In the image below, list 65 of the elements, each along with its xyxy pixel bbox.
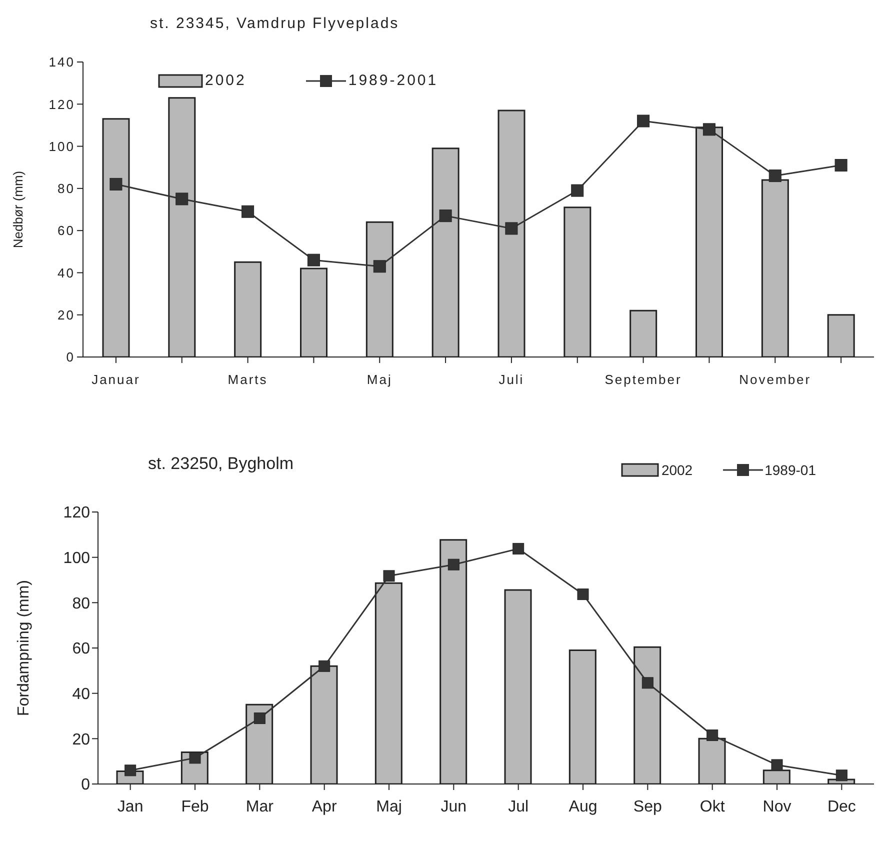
point: [254, 712, 266, 724]
point: [836, 770, 848, 782]
x-tick-label: Jul: [508, 798, 529, 816]
point: [189, 752, 201, 764]
x-tick-label: Jan: [117, 798, 144, 816]
point: [706, 730, 718, 742]
y-tick-label: 100: [63, 550, 90, 568]
point: [383, 570, 395, 582]
x-tick-label: Juli: [498, 372, 524, 388]
legend-label: 2002: [205, 72, 246, 89]
x-tick-label: Maj: [366, 372, 392, 388]
point: [702, 123, 716, 136]
y-tick-label: 120: [48, 96, 75, 112]
y-tick-label: 100: [48, 138, 75, 154]
point: [307, 254, 320, 266]
point: [448, 558, 460, 570]
y-tick-label: 0: [81, 776, 90, 794]
y-axis-title: Fordampning (mm): [16, 580, 33, 716]
x-tick-label: Marts: [228, 372, 268, 388]
point: [637, 114, 650, 128]
point: [176, 192, 188, 206]
y-tick-label: 80: [72, 595, 90, 612]
x-tick-label: September: [604, 372, 682, 388]
point: [768, 170, 782, 182]
point: [571, 184, 584, 197]
chart-title: st. 23345, Vamdrup Flyveplads: [149, 14, 400, 34]
chart-title: st. 23250, Bygholm: [148, 454, 294, 473]
point: [512, 542, 524, 554]
x-tick-label: Apr: [312, 798, 338, 816]
point: [110, 178, 122, 190]
y-axis-title: Nedbør (mm): [10, 170, 26, 248]
x-tick-label: Feb: [181, 798, 209, 816]
x-tick-label: Maj: [376, 798, 402, 816]
legend-label: 1989-01: [764, 462, 816, 478]
point: [577, 588, 589, 600]
x-tick-label: Jun: [440, 798, 467, 816]
legend-label: 2002: [661, 462, 693, 478]
point: [124, 764, 136, 776]
y-tick-label: 0: [66, 350, 75, 365]
point: [318, 660, 330, 672]
y-tick-label: 40: [72, 686, 90, 704]
y-tick-label: 20: [58, 307, 75, 322]
point: [834, 159, 848, 172]
point: [642, 677, 654, 689]
y-tick-label: 40: [58, 265, 75, 280]
x-tick-label: Okt: [700, 798, 726, 816]
y-tick-label: 80: [58, 181, 75, 196]
point: [505, 222, 518, 235]
x-tick-label: Aug: [568, 798, 598, 816]
x-tick-label: Dec: [827, 798, 856, 816]
x-tick-label: Januar: [92, 372, 140, 388]
point: [439, 210, 452, 222]
point: [373, 260, 386, 273]
y-tick-label: 140: [48, 54, 75, 70]
y-tick-label: 60: [72, 640, 90, 658]
y-tick-label: 60: [58, 223, 75, 238]
y-tick-label: 120: [63, 504, 90, 522]
x-tick-label: Mar: [246, 798, 274, 816]
legend-label: 1989-2001: [348, 72, 438, 89]
y-tick-label: 20: [72, 731, 90, 748]
x-tick-label: November: [739, 372, 812, 388]
point: [771, 759, 783, 771]
x-tick-label: Nov: [762, 798, 792, 816]
point: [242, 205, 254, 218]
x-tick-label: Sep: [633, 798, 662, 816]
